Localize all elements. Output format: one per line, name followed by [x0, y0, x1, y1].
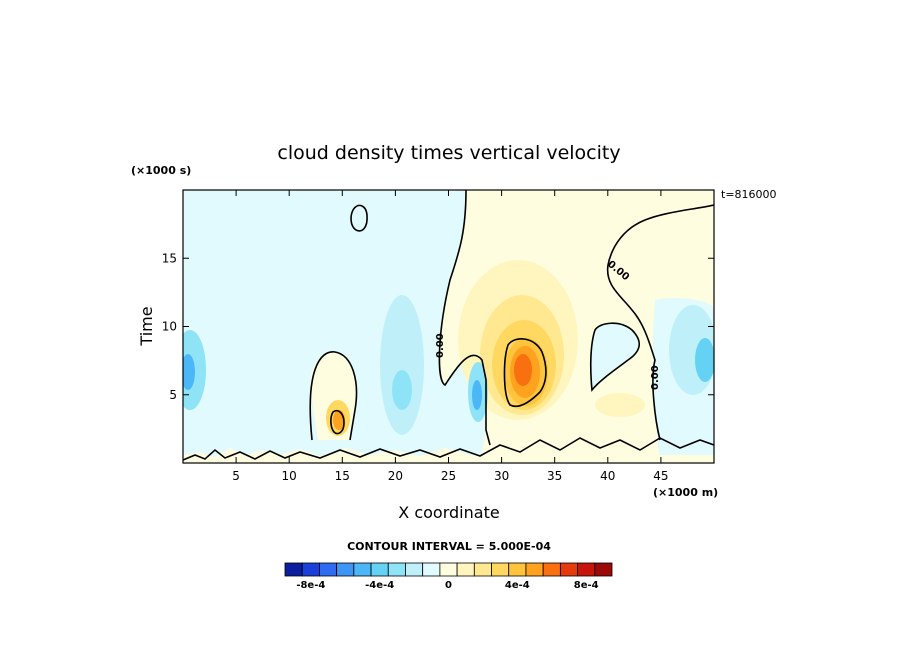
x-tick-label: 40 — [600, 469, 615, 483]
contour-left-cell — [309, 351, 358, 441]
plot-area — [183, 190, 714, 463]
x-tick-label: 20 — [388, 469, 403, 483]
colorbar-bin — [319, 562, 338, 577]
colorbar-bin — [284, 562, 303, 577]
colorbar-tick-label: 4e-4 — [505, 580, 530, 591]
colorbar-tick-label: 0 — [445, 580, 452, 591]
x-tick-label: 45 — [653, 469, 668, 483]
colorbar-bin — [301, 562, 320, 577]
x-axis: 5 10 15 20 25 30 35 40 45 — [232, 190, 669, 483]
contour-interval-label: CONTOUR INTERVAL = 5.000E-04 — [347, 540, 551, 553]
y-unit-label: (×1000 s) — [131, 164, 191, 177]
x-unit-label: (×1000 m) — [653, 486, 718, 499]
contour-label-3: 0.00 — [650, 365, 661, 390]
colorbar-bin — [559, 562, 578, 577]
x-tick-label: 5 — [232, 469, 240, 483]
contour-bottom — [183, 437, 714, 461]
contour-main — [438, 190, 491, 446]
y-axis-label: Time — [137, 306, 156, 346]
contour-top-blob — [350, 204, 368, 232]
colorbar — [284, 562, 613, 577]
colorbar-bin — [422, 562, 441, 577]
colorbar-bin — [508, 562, 527, 577]
colorbar-bin — [456, 562, 475, 577]
timestamp-label: t=816000 — [721, 188, 777, 201]
x-tick-label: 35 — [547, 469, 562, 483]
colorbar-bin — [594, 562, 613, 577]
colorbar-bin — [577, 562, 596, 577]
contour-label-1: 0.00 — [435, 333, 446, 358]
colorbar-bin — [542, 562, 561, 577]
colorbar-bin — [405, 562, 424, 577]
contour-core — [503, 338, 547, 408]
shade-red-1 — [514, 354, 532, 386]
colorbar-bin — [387, 562, 406, 577]
shade-yellow-4 — [595, 393, 645, 417]
shade-blue-left-inner — [183, 354, 195, 390]
contour-small-core — [330, 409, 345, 435]
shade-blue-mid-inner — [392, 370, 412, 410]
shade-blue-mid — [380, 295, 424, 435]
colorbar-bin — [491, 562, 510, 577]
colorbar-tick-label: 8e-4 — [574, 580, 599, 591]
x-tick-label: 15 — [335, 469, 350, 483]
x-tick-label: 30 — [494, 469, 509, 483]
y-tick-label: 5 — [169, 388, 177, 402]
x-tick-label: 10 — [282, 469, 297, 483]
colorbar-tick-label: -4e-4 — [365, 580, 394, 591]
colorbar-labels: -8e-4 -4e-4 0 4e-4 8e-4 — [296, 580, 598, 591]
negative-hole-right — [590, 323, 640, 390]
zero-contours — [183, 190, 714, 461]
bottom-layer — [183, 448, 714, 463]
shade-blue-right-inner — [695, 338, 714, 382]
contour-upper-right — [606, 204, 714, 441]
colorbar-bin — [336, 562, 355, 577]
colorbar-tick-label: -8e-4 — [296, 580, 325, 591]
y-tick-label: 15 — [162, 251, 177, 265]
x-axis-label: X coordinate — [398, 503, 499, 522]
y-axis: 5 10 15 — [162, 251, 714, 402]
colorbar-bin — [353, 562, 372, 577]
chart-title: cloud density times vertical velocity — [277, 142, 620, 164]
x-tick-label: 25 — [441, 469, 456, 483]
colorbar-bin — [525, 562, 544, 577]
y-tick-label: 10 — [162, 320, 177, 334]
shade-blue-28-inner — [472, 380, 482, 410]
colorbar-bin — [473, 562, 492, 577]
colorbar-bin — [439, 562, 458, 577]
contour-hole — [589, 322, 640, 393]
colorbar-bin — [370, 562, 389, 577]
